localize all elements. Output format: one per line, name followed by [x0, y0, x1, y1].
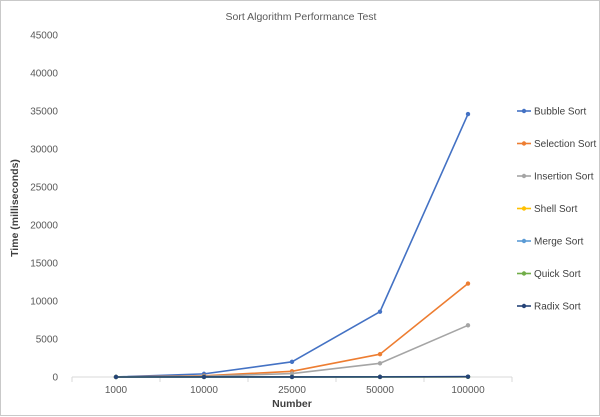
- y-tick-label: 45000: [30, 31, 58, 42]
- legend-label: Bubble Sort: [534, 107, 586, 118]
- data-point: [466, 112, 470, 116]
- data-point: [466, 323, 470, 327]
- data-point: [378, 309, 382, 313]
- y-axis-title: Time (milliseconds): [9, 159, 21, 257]
- y-axis-ticks: 0 5000 10000 15000 20000 25000 30000 35000 40000…: [30, 31, 58, 384]
- legend-label: Insertion Sort: [534, 172, 594, 183]
- data-point: [466, 375, 470, 379]
- x-axis-ticks: 1000 10000 25000 50000 100000: [72, 377, 512, 396]
- legend-label: Shell Sort: [534, 204, 578, 215]
- y-tick-label: 35000: [30, 107, 58, 118]
- y-tick-label: 15000: [30, 259, 58, 270]
- y-tick-label: 0: [52, 373, 58, 384]
- x-tick-label: 50000: [366, 385, 394, 396]
- x-tick-label: 25000: [278, 385, 306, 396]
- data-point: [114, 375, 118, 379]
- y-tick-label: 5000: [36, 335, 59, 346]
- data-point: [378, 361, 382, 365]
- chart-title: Sort Algorithm Performance Test: [226, 11, 377, 23]
- legend-label: Selection Sort: [534, 139, 596, 150]
- data-point: [466, 281, 470, 285]
- series-layer: [114, 112, 470, 379]
- data-point: [202, 375, 206, 379]
- data-point: [378, 352, 382, 356]
- y-tick-label: 20000: [30, 221, 58, 232]
- data-point: [290, 375, 294, 379]
- x-tick-label: 10000: [190, 385, 218, 396]
- legend-marker: [522, 174, 526, 178]
- legend: Bubble Sort Selection Sort Insertion Sort S…: [517, 107, 596, 313]
- x-axis-title: Number: [272, 398, 312, 410]
- legend-marker: [522, 304, 526, 308]
- legend-label: Quick Sort: [534, 269, 581, 280]
- legend-label: Radix Sort: [534, 302, 581, 313]
- data-point: [290, 360, 294, 364]
- y-tick-label: 25000: [30, 183, 58, 194]
- legend-marker: [522, 271, 526, 275]
- y-tick-label: 30000: [30, 145, 58, 156]
- series-line: [116, 114, 468, 377]
- legend-marker: [522, 141, 526, 145]
- y-tick-label: 10000: [30, 297, 58, 308]
- legend-marker: [522, 206, 526, 210]
- legend-marker: [522, 109, 526, 113]
- data-point: [378, 375, 382, 379]
- y-tick-label: 40000: [30, 69, 58, 80]
- x-tick-label: 100000: [451, 385, 485, 396]
- legend-label: Merge Sort: [534, 237, 584, 248]
- legend-marker: [522, 239, 526, 243]
- x-tick-label: 1000: [105, 385, 128, 396]
